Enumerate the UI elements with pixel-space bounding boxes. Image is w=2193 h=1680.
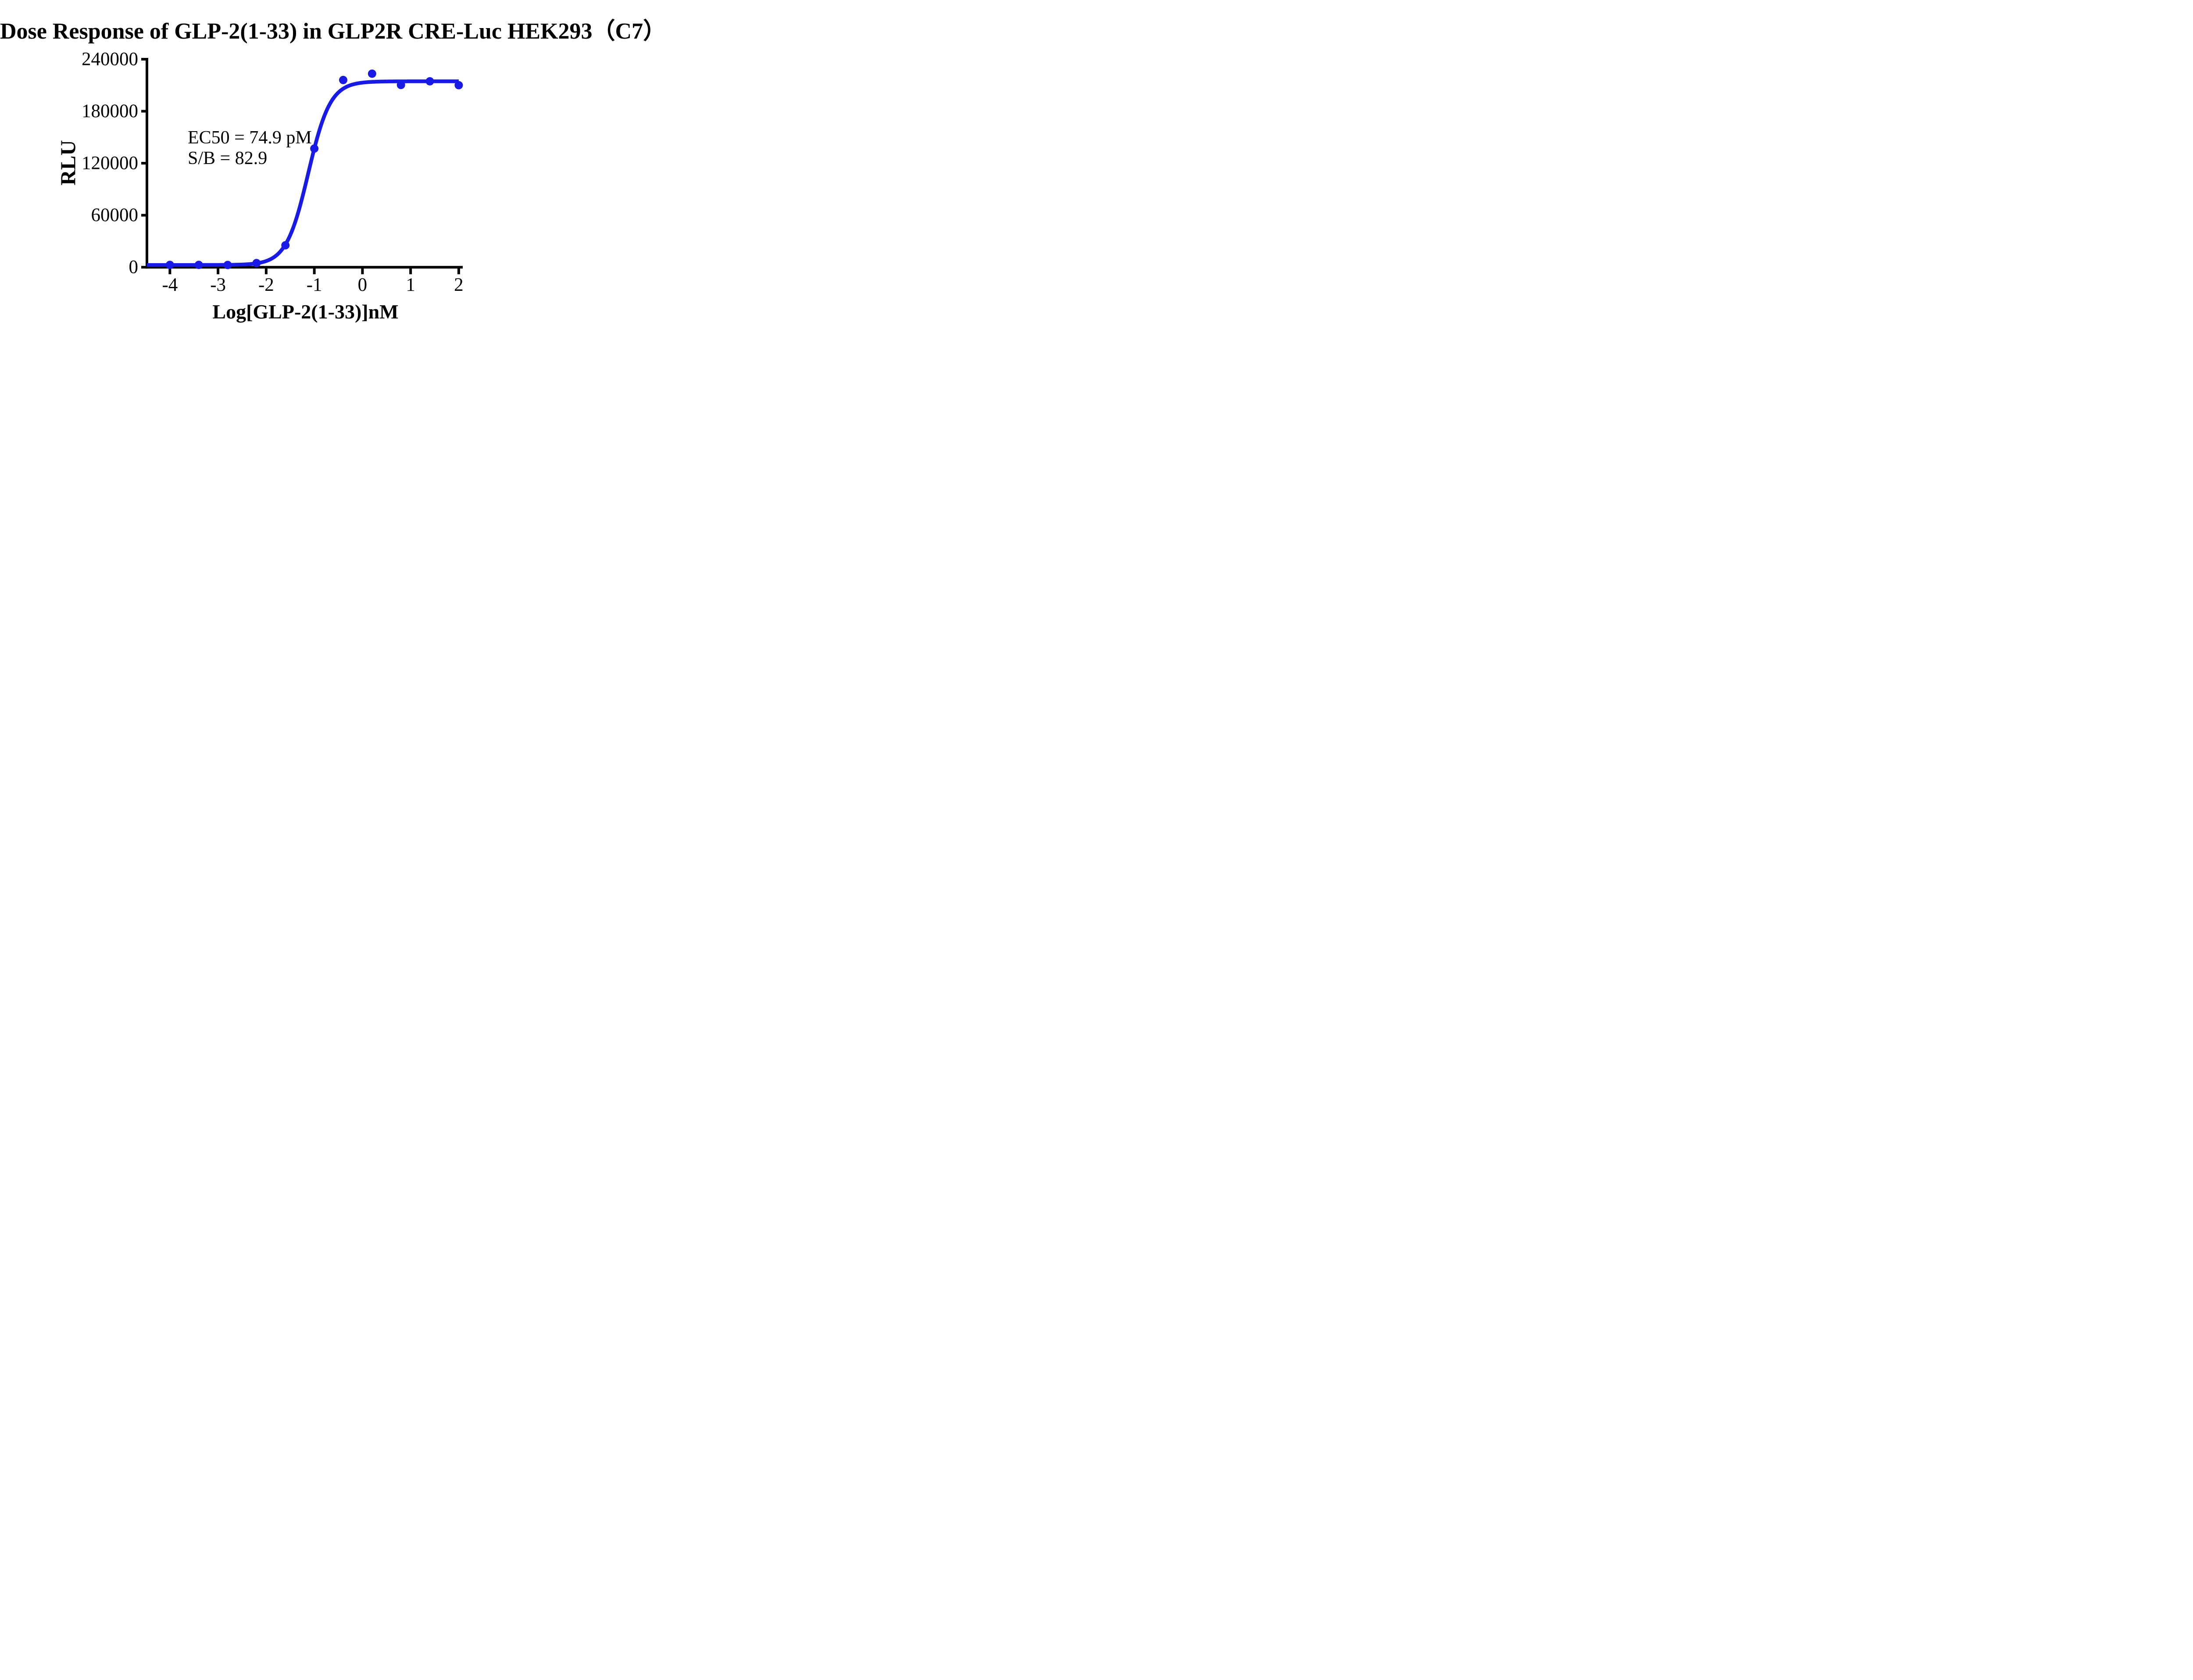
data-point	[281, 241, 290, 250]
data-point	[368, 69, 376, 78]
y-tick-label: 60000	[91, 205, 139, 225]
x-tick-label: 2	[454, 275, 464, 295]
data-point	[339, 75, 347, 84]
y-tick-label: 120000	[82, 153, 138, 174]
fit-results-annotation: EC50 = 74.9 pM S/B = 82.9	[188, 128, 312, 169]
y-tick-label: 240000	[82, 49, 138, 70]
data-point	[194, 261, 203, 269]
y-tick-label: 0	[129, 257, 139, 278]
plot-area: 0 60000 120000 180000 240000 -4 -3 -2 -1 0 1 2	[82, 49, 464, 296]
x-axis-title: Log[GLP-2(1-33)]nM	[212, 300, 399, 323]
data-point	[454, 81, 463, 89]
x-tick-label: 1	[406, 275, 415, 295]
data-point	[425, 77, 434, 86]
x-tick-label: 0	[358, 275, 368, 295]
chart-title: Dose Response of GLP-2(1-33) in GLP2R CR…	[0, 19, 666, 44]
data-point	[223, 261, 232, 269]
x-tick-label: -1	[307, 275, 322, 295]
x-tick-label: -3	[210, 275, 226, 295]
y-tick-label: 180000	[82, 101, 138, 122]
data-point	[165, 261, 174, 269]
ec50-value-label: EC50 = 74.9 pM	[188, 128, 312, 148]
x-tick-label: -2	[258, 275, 274, 295]
signal-background-label: S/B = 82.9	[188, 148, 268, 168]
y-axis-title: RLU	[56, 140, 80, 186]
fit-curve	[146, 79, 460, 267]
x-tick-label: -4	[162, 275, 178, 295]
data-point	[252, 259, 261, 268]
data-point	[310, 144, 319, 153]
data-point	[396, 81, 405, 89]
